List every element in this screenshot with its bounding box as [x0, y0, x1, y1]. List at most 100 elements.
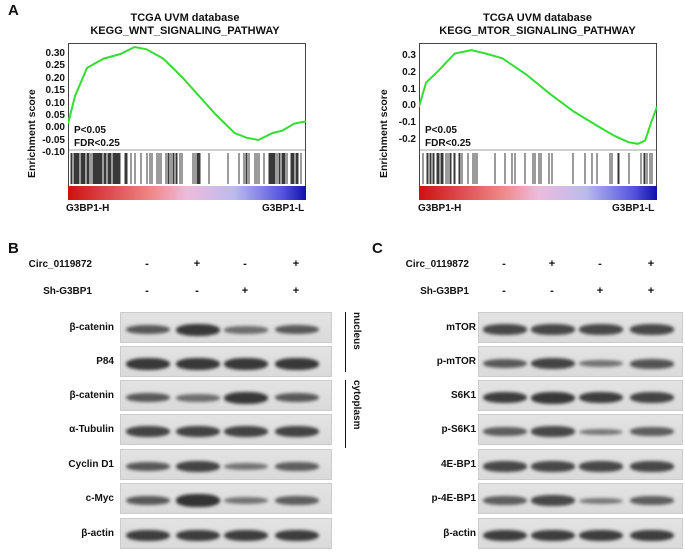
- blot_c-band: [630, 529, 674, 542]
- blot_c-blot-strip: [478, 414, 683, 445]
- gsea2-ytick: 0.3: [402, 50, 416, 61]
- blot_b-band: [176, 494, 220, 507]
- gsea1-ytick: 0.30: [45, 48, 65, 59]
- blot_c-mark: +: [548, 258, 556, 270]
- blot_c-band: [579, 360, 623, 368]
- blot_c-row-label: 4E-BP1: [440, 459, 476, 470]
- blot_b-row-label: β-catenin: [69, 390, 114, 401]
- blot_c-band: [531, 461, 575, 472]
- cytoplasm-bracket: [345, 380, 346, 448]
- blot_b-band: [275, 496, 319, 506]
- gsea2-ytick: -0.1: [398, 117, 416, 129]
- blot_c-band: [483, 529, 527, 542]
- gsea1-title-line2: KEGG_WNT_SIGNALING_PATHWAY: [90, 25, 280, 37]
- blot_b-band: [176, 529, 220, 542]
- gsea1-title-line1: TCGA UVM database: [130, 12, 240, 24]
- blot_c-band: [630, 427, 674, 437]
- gsea1-right-label: G3BP1-L: [262, 203, 305, 214]
- gsea1-ytick: 0.00: [45, 122, 65, 134]
- blot_c-blot-strip: [478, 518, 683, 549]
- blot_c-band: [630, 324, 674, 335]
- blot_c-mark: +: [647, 285, 655, 297]
- blot_b-band: [275, 325, 319, 335]
- blot_b-band: [224, 357, 268, 370]
- blot_b-row-label: Cyclin D1: [68, 459, 114, 470]
- blot_c-band: [531, 495, 575, 506]
- blot_b-row-label: c-Myc: [85, 493, 114, 504]
- gsea1-rank-bar: [68, 186, 306, 200]
- blot_b-mark: -: [195, 285, 199, 297]
- gsea2-fdr: FDR<0.25: [425, 138, 471, 149]
- gsea2-title-line1: TCGA UVM database: [482, 12, 592, 24]
- blot_c-band: [483, 427, 527, 437]
- gsea1-hit-marks: [70, 153, 302, 184]
- blot_c-band: [630, 358, 674, 369]
- blot_c-band: [483, 391, 527, 404]
- blot_c-row-label: mTOR: [446, 322, 476, 333]
- blot_c-band: [531, 391, 575, 404]
- gsea1-title: TCGA UVM database KEGG_WNT_SIGNALING_PAT…: [65, 12, 305, 38]
- blot_c-band: [483, 359, 527, 369]
- cytoplasm-label: cytoplasm: [351, 380, 362, 430]
- blot_c-band: [579, 324, 623, 335]
- blot-b-header-circ: Circ_0119872: [28, 259, 92, 270]
- blot_c-band: [483, 461, 527, 472]
- blot_b-band: [126, 529, 170, 542]
- blot_c-band: [579, 529, 623, 542]
- gsea2-plot: [419, 43, 657, 200]
- blot_b-band: [224, 391, 268, 404]
- gsea2-hit-marks: [422, 153, 653, 184]
- blot_b-mark: -: [243, 258, 247, 270]
- blot_c-band: [630, 461, 674, 472]
- gsea1-ytick: 0.20: [45, 72, 65, 84]
- blot_c-row-label: β-actin: [443, 528, 476, 539]
- blot_b-band: [275, 529, 319, 542]
- blot_b-band: [176, 426, 220, 438]
- blot_c-band: [483, 496, 527, 506]
- blot_b-blot-strip: [120, 483, 332, 514]
- gsea2-left-label: G3BP1-H: [418, 203, 462, 214]
- nucleus-bracket: [345, 312, 346, 372]
- blot_b-band: [224, 426, 268, 438]
- blot_c-row-label: p-S6K1: [441, 424, 476, 435]
- blot-c-header-circ: Circ_0119872: [405, 259, 469, 270]
- blot_c-row-label: S6K1: [450, 390, 476, 401]
- blot_b-band: [224, 529, 268, 542]
- gsea2-ytick: 0.2: [402, 66, 416, 78]
- gsea1-fdr: FDR<0.25: [74, 138, 120, 149]
- blot_c-blot-strip: [478, 380, 683, 411]
- blot_b-mark: -: [145, 258, 149, 270]
- blot_b-band: [126, 496, 170, 506]
- gsea1-pvalue: P<0.05: [74, 125, 106, 136]
- gsea1-ytick: -0.10: [42, 147, 65, 158]
- blot_c-mark: +: [596, 285, 604, 297]
- blot_c-mark: -: [502, 258, 506, 270]
- gsea1-ytick: 0.15: [45, 85, 65, 97]
- blot-b-header-sh: Sh-G3BP1: [43, 286, 92, 297]
- blot_c-band: [531, 324, 575, 335]
- blot_b-blot-strip: [120, 449, 332, 480]
- blot_b-band: [275, 357, 319, 370]
- blot_c-band: [579, 497, 623, 505]
- blot_b-blot-strip: [120, 312, 332, 343]
- gsea1-plot: [68, 43, 306, 200]
- blot_b-mark: +: [241, 285, 249, 297]
- blot_b-band: [275, 393, 319, 403]
- blot_b-blot-strip: [120, 518, 332, 549]
- blot_c-band: [483, 324, 527, 335]
- blot_b-band: [126, 426, 170, 438]
- blot_b-mark: +: [193, 258, 201, 270]
- gsea1-ytick: 0.25: [45, 60, 65, 72]
- blot_b-row-label: β-actin: [81, 528, 114, 539]
- gsea2-pvalue: P<0.05: [425, 125, 457, 136]
- blot_c-row-label: p-mTOR: [436, 356, 476, 367]
- gsea2-rank-bar: [419, 186, 657, 200]
- blot_c-blot-strip: [478, 483, 683, 514]
- gsea2-es-curve: [419, 49, 657, 145]
- nucleus-label: nucleus: [351, 312, 362, 350]
- blot_c-band: [630, 496, 674, 506]
- panel-label-a: A: [8, 2, 19, 19]
- blot_b-band: [126, 462, 170, 472]
- blot_b-mark: +: [292, 258, 300, 270]
- blot_b-band: [126, 393, 170, 403]
